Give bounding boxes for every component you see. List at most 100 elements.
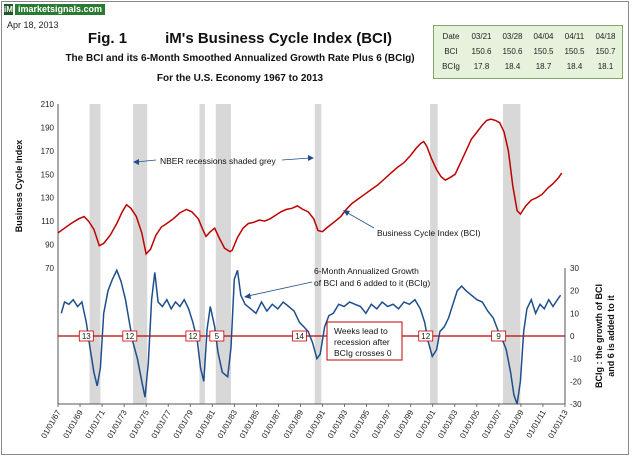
chart-title: Fig. 1 iM's Business Cycle Index (BCI)	[60, 30, 420, 47]
x-tick-label: 01/01/99	[392, 408, 416, 440]
nber-annotation: NBER recessions shaded grey	[133, 155, 314, 166]
lead-week-box	[292, 330, 307, 342]
y-tick-label-left: 190	[41, 123, 55, 132]
lead-week-box	[209, 330, 225, 342]
weeks-lead-line2: recession after	[334, 337, 390, 347]
lead-week-box	[418, 330, 434, 342]
weeks-lead-line3: BCIg crosses 0	[334, 348, 392, 358]
lead-week-label: 13	[82, 332, 91, 341]
latest-values-table: Date 03/21 03/28 04/04 04/11 04/18 BCI 1…	[433, 25, 623, 79]
table-date: 04/18	[595, 32, 616, 41]
x-tick-label: 01/01/97	[370, 408, 394, 440]
x-tick-label: 01/01/13	[546, 408, 570, 440]
x-tick-label: 01/01/01	[414, 408, 438, 440]
series-line-bci	[57, 118, 563, 256]
x-tick-label: 01/01/93	[326, 408, 350, 440]
table-cell: 150.7	[595, 47, 616, 56]
y-axis-label-right-line2: and 6 is added to it	[606, 295, 616, 377]
y-tick-label-left: 170	[41, 147, 55, 156]
recession-band	[430, 104, 438, 404]
x-tick-label: 01/01/11	[525, 408, 548, 439]
x-tick-label: 01/01/79	[172, 408, 196, 440]
y-tick-label-right: 0	[570, 332, 575, 341]
growth-label-line1: 6-Month Annualized Growth	[314, 266, 419, 276]
weeks-lead-line1: Weeks lead to	[334, 326, 388, 336]
lead-week-label: 9	[496, 332, 501, 341]
table-date: 04/04	[533, 32, 554, 41]
bcig-arrow	[247, 281, 313, 297]
lead-week-box	[185, 330, 201, 342]
recession-band	[89, 104, 101, 404]
recession-band	[215, 104, 231, 404]
x-tick-label: 01/01/81	[194, 408, 218, 440]
y-tick-label-left: 130	[41, 194, 55, 203]
table-cell: 150.5	[564, 47, 585, 56]
lead-week-box	[122, 330, 138, 342]
lead-week-label: 12	[421, 332, 430, 341]
x-tick-label: 01/01/71	[83, 408, 107, 440]
x-tick-label: 01/01/07	[480, 408, 504, 440]
weeks-lead-box: Weeks lead to recession after BCIg cross…	[326, 321, 403, 361]
recession-band	[133, 104, 148, 404]
nber-arrow-left	[135, 159, 157, 163]
y-tick-label-right: 20	[570, 287, 579, 296]
x-tick-label: 01/01/67	[39, 408, 63, 440]
table-cell: 18.1	[597, 62, 614, 71]
recession-band	[314, 104, 322, 404]
recession-band	[199, 104, 205, 404]
bci-annotation: Business Cycle Index (BCI)	[343, 210, 481, 238]
lead-week-label: 14	[295, 332, 304, 341]
table-row-label: BCIg	[442, 62, 460, 71]
nber-label: NBER recessions shaded grey	[160, 156, 277, 166]
y-tick-label-left: 150	[41, 170, 55, 179]
table-date: 04/11	[564, 32, 585, 41]
x-tick-label: 01/01/05	[458, 408, 482, 440]
lead-week-box	[78, 330, 94, 342]
recession-shading	[89, 104, 521, 404]
series-line-bcig	[60, 268, 562, 405]
table-date: 03/21	[471, 32, 492, 41]
table-row-label: BCI	[444, 47, 458, 56]
x-tick-label: 01/01/69	[61, 408, 85, 440]
table-cell: 150.5	[533, 47, 554, 56]
logo-mark: iM	[4, 3, 13, 15]
y-tick-label-right: 30	[570, 264, 579, 273]
x-tick-label: 01/01/83	[216, 408, 240, 440]
bcig-annotation: 6-Month Annualized Growth of BCI and 6 a…	[244, 266, 430, 299]
weeks-lead-frame	[326, 321, 403, 361]
y-tick-label-right: -20	[570, 377, 582, 386]
chart-subtitle-period: For the U.S. Economy 1967 to 2013	[156, 73, 324, 84]
y-tick-label-left: 90	[45, 241, 54, 250]
y-tick-label-left: 210	[41, 100, 55, 109]
growth-label-line2: of BCI and 6 added to it (BCIg)	[314, 278, 430, 288]
bci-label: Business Cycle Index (BCI)	[377, 228, 481, 238]
x-tick-label: 01/01/73	[105, 408, 129, 440]
y-axis-label-right-line1: BCIg : the growth of BCI	[594, 284, 604, 388]
lead-week-box	[491, 330, 507, 342]
logo-text: imarketsignals.com	[15, 3, 106, 15]
x-tick-label: 01/01/09	[502, 408, 526, 440]
table-cell: 150.6	[502, 47, 523, 56]
x-tick-label: 01/01/77	[150, 408, 174, 440]
table-cell: 150.6	[471, 47, 492, 56]
lead-week-label: 12	[188, 332, 197, 341]
series	[57, 118, 563, 405]
figure-number: Fig. 1	[87, 30, 128, 47]
bci-arrow	[345, 211, 375, 229]
table-cell: 18.4	[504, 62, 521, 71]
y-tick-label-right: 10	[570, 309, 579, 318]
y-tick-label-right: -30	[570, 400, 582, 409]
table-header-label: Date	[442, 32, 460, 41]
values-table: Date 03/21 03/28 04/04 04/11 04/18 BCI 1…	[436, 29, 621, 74]
x-tick-label: 01/01/85	[238, 408, 262, 440]
date-label: Apr 18, 2013	[7, 20, 59, 30]
y-tick-label-right: -10	[570, 355, 582, 364]
table-date: 03/28	[502, 32, 523, 41]
lead-week-label: 5	[215, 332, 220, 341]
x-tick-label: 01/01/89	[282, 408, 306, 440]
table-row: BCIg 17.8 18.4 18.7 18.4 18.1	[436, 59, 621, 74]
table-cell: 18.7	[535, 62, 552, 71]
bci-arrowhead	[343, 210, 350, 216]
